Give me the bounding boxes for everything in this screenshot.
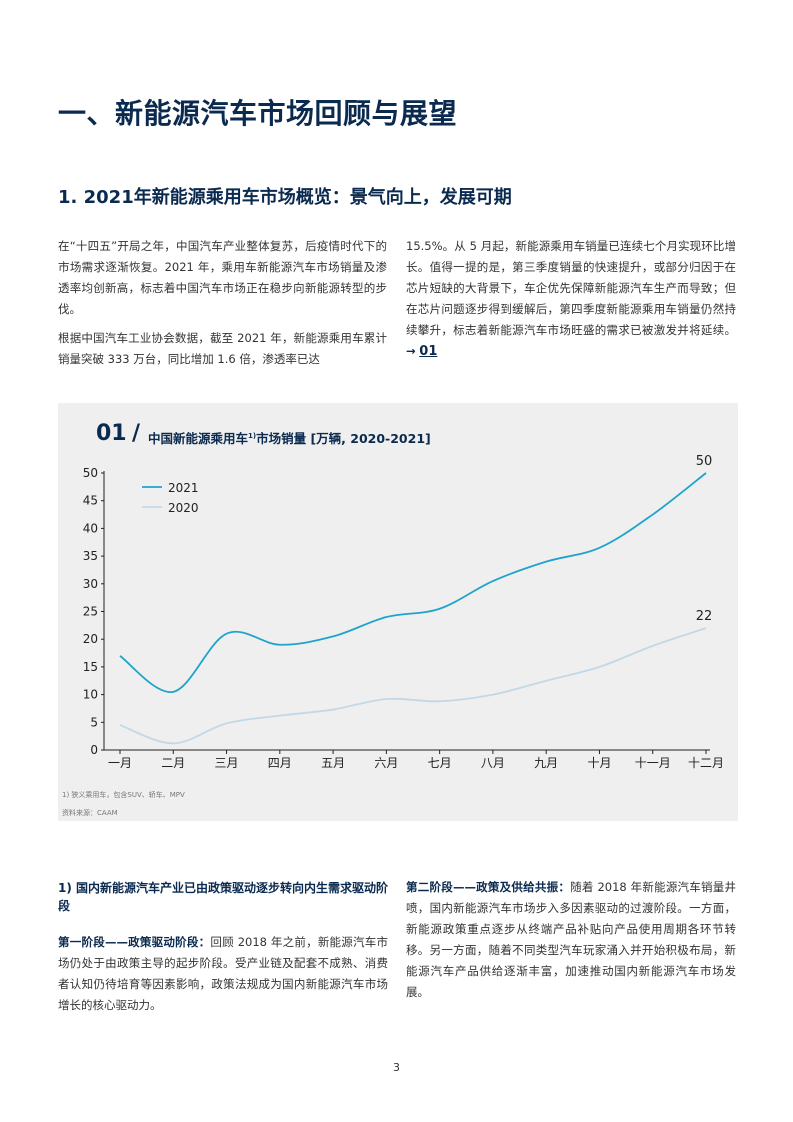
left-section-paragraph: 第一阶段——政策驱动阶段：回顾 2018 年之前，新能源汽车市场仍处于由政策主导… <box>58 932 388 1016</box>
stage-one-text: 回顾 2018 年之前，新能源汽车市场仍处于由政策主导的起步阶段。受产业链及配套… <box>58 935 388 1012</box>
y-tick-label: 15 <box>83 660 98 674</box>
legend-label-2021: 2021 <box>168 481 199 495</box>
figure-panel: 01 / 中国新能源乘用车1)市场销量 [万辆, 2020-2021] 0 5 10… <box>58 403 738 821</box>
figure-ref-link[interactable]: 01 <box>419 344 438 359</box>
y-tick-label: 35 <box>83 549 98 563</box>
intro-paragraph-3: 15.5%。从 5 月起，新能源乘用车销量已连续七个月实现环比增长。值得一提的是… <box>406 236 736 362</box>
figure-footnote: 1) 狭义乘用车，包含SUV、轿车、MPV <box>62 791 185 799</box>
y-tick-label: 10 <box>83 688 98 702</box>
figure-title-pre: 中国新能源乘用车 <box>148 431 249 446</box>
x-tick-label: 一月 <box>108 756 132 770</box>
right-section-paragraph: 第二阶段——政策及供给共振：随着 2018 年新能源汽车销量井喷，国内新能源汽车… <box>406 877 736 1003</box>
x-tick-label: 十一月 <box>635 756 671 770</box>
left-section-heading: 1) 国内新能源汽车产业已由政策驱动逐步转向内生需求驱动阶段 <box>58 881 389 913</box>
figure-source: 资料来源：CAAM <box>62 809 118 817</box>
figure-number: 01 <box>96 421 127 446</box>
x-tick-label: 七月 <box>428 756 452 770</box>
x-tick-label: 四月 <box>268 756 292 770</box>
y-tick-label: 30 <box>83 577 98 591</box>
end-value-label-2021: 50 <box>696 454 713 469</box>
page-number: 3 <box>393 1061 400 1074</box>
series-line-2020 <box>119 627 707 745</box>
intro-paragraph-2: 根据中国汽车工业协会数据，截至 2021 年，新能源乘用车累计销量突破 333 … <box>58 331 387 366</box>
legend-label-2020: 2020 <box>168 501 199 515</box>
subsection-title: 1. 2021年新能源乘用车市场概览：景气向上，发展可期 <box>58 187 512 208</box>
y-tick-label: 45 <box>83 494 98 508</box>
x-tick-label: 十二月 <box>688 756 724 770</box>
figure-slash: / <box>132 421 141 446</box>
figure-title-post: 市场销量 [万辆, 2020-2021] <box>256 431 431 446</box>
figure-ref-arrow: → <box>406 344 416 358</box>
y-tick-label: 25 <box>83 605 98 619</box>
end-value-label-2020: 22 <box>696 609 713 624</box>
x-tick-label: 九月 <box>534 756 558 770</box>
figure-title: 中国新能源乘用车1)市场销量 [万辆, 2020-2021] <box>148 428 431 447</box>
intro-paragraph-1: 在“十四五”开局之年，中国汽车产业整体复苏，后疫情时代下的市场需求逐渐恢复。20… <box>58 239 387 316</box>
y-tick-label: 5 <box>90 715 98 729</box>
series-line-2021 <box>119 472 707 693</box>
x-tick-label: 十月 <box>587 756 611 770</box>
y-tick-label: 20 <box>83 632 98 646</box>
stage-one-label: 第一阶段——政策驱动阶段： <box>58 935 211 949</box>
y-tick-label: 0 <box>90 743 98 757</box>
stage-two-label: 第二阶段——政策及供给共振： <box>406 880 571 894</box>
x-tick-label: 五月 <box>321 756 345 770</box>
x-tick-label: 三月 <box>215 756 239 770</box>
x-tick-label: 八月 <box>481 756 505 770</box>
x-tick-label: 二月 <box>161 756 185 770</box>
figure-title-sup: 1) <box>248 431 257 440</box>
y-tick-label: 50 <box>83 466 98 480</box>
stage-two-text: 随着 2018 年新能源汽车销量井喷，国内新能源汽车市场步入多因素驱动的过渡阶段… <box>406 880 736 999</box>
section-title: 一、新能源汽车市场回顾与展望 <box>58 97 458 130</box>
y-tick-label: 40 <box>83 521 98 535</box>
line-chart: 0 5 10 15 20 25 30 35 40 45 50 一月 二月 三月 四月 五月 六月 七月 八月 九月 十月… <box>83 454 724 770</box>
intro-paragraph-3-text: 15.5%。从 5 月起，新能源乘用车销量已连续七个月实现环比增长。值得一提的是… <box>406 239 736 337</box>
x-tick-label: 六月 <box>374 756 398 770</box>
